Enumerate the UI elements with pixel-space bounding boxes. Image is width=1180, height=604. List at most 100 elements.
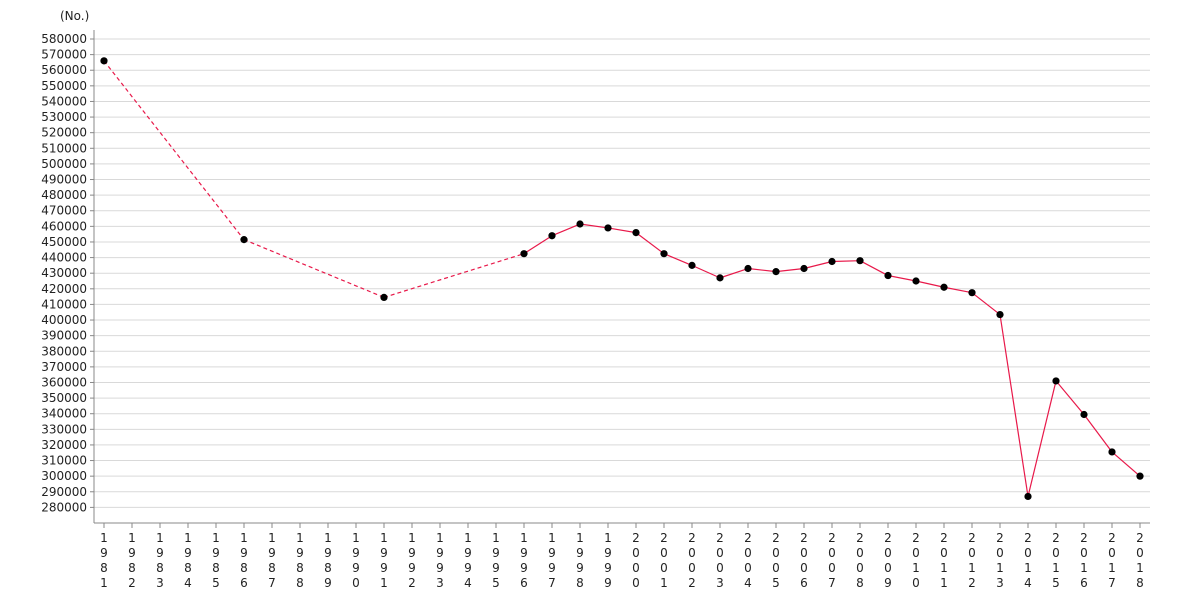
series-segment: [691, 264, 721, 279]
series-segment-dashed: [383, 253, 525, 298]
data-point: [1108, 448, 1116, 456]
series-segment: [1083, 414, 1113, 453]
y-tick-label: 490000: [41, 173, 87, 187]
series-segment: [719, 267, 749, 279]
series-segment: [971, 292, 1001, 316]
y-tick-label: 480000: [41, 188, 87, 202]
data-point: [912, 277, 920, 285]
y-tick-label: 520000: [41, 126, 87, 140]
y-tick-label: 410000: [41, 297, 87, 311]
series-segment: [523, 235, 553, 255]
series-segment: [775, 267, 805, 273]
series-segment: [915, 280, 945, 288]
series-segment: [1027, 380, 1057, 497]
data-point: [716, 274, 724, 282]
y-tick-label: 470000: [41, 204, 87, 218]
series-segment: [859, 260, 889, 277]
y-tick-label: 300000: [41, 469, 87, 483]
data-point: [380, 293, 388, 301]
y-tick-label: 580000: [41, 32, 87, 46]
data-point: [1136, 472, 1144, 480]
y-tick-label: 440000: [41, 251, 87, 265]
data-point: [604, 224, 612, 232]
gridlines: [94, 38, 1150, 508]
y-tick-label: 280000: [41, 500, 87, 514]
series-segment: [999, 314, 1029, 497]
y-tick-label: 540000: [41, 94, 87, 108]
series-segment: [1055, 380, 1085, 415]
data-point: [548, 232, 556, 240]
series-segment: [943, 286, 973, 294]
y-tick-label: 560000: [41, 63, 87, 77]
y-tick-label: 350000: [41, 391, 87, 405]
y-tick-label: 400000: [41, 313, 87, 327]
data-point: [744, 264, 752, 273]
series-segment: [635, 232, 665, 255]
y-tick-label: 310000: [41, 454, 87, 468]
y-tick-label: 430000: [41, 266, 87, 280]
y-tick-label: 320000: [41, 438, 87, 452]
y-tick-label: 500000: [41, 157, 87, 171]
y-tick-label: 390000: [41, 329, 87, 343]
y-tick-label: 360000: [41, 375, 87, 389]
data-point: [576, 220, 584, 228]
data-point: [800, 264, 808, 273]
data-point: [1080, 410, 1088, 419]
series-segment: [887, 274, 917, 282]
axes: [90, 30, 1150, 528]
series-segment: [663, 253, 693, 266]
data-point: [1052, 377, 1060, 385]
y-tick-label: 340000: [41, 407, 87, 421]
data-point: [660, 250, 668, 258]
y-tick-label: 570000: [41, 48, 87, 62]
data-point: [772, 268, 780, 276]
y-tick-label: 330000: [41, 422, 87, 436]
y-tick-label: 290000: [41, 485, 87, 499]
series-segment: [551, 223, 581, 237]
x-tick-labels: 1 9 8 1 1 9 8 2 1 9 8 3 1 9 8 4 1 9 8 5 1 9 8 6 1 9 8 7 1 9 8 8 1 9 8 9 1 9 9 0…: [100, 531, 1144, 590]
series-segment: [747, 267, 777, 273]
series-segment-dashed: [243, 239, 385, 298]
y-tick-label: 450000: [41, 235, 87, 249]
series-segment: [831, 260, 861, 263]
y-tick-label: 370000: [41, 360, 87, 374]
data-point: [520, 250, 528, 258]
data-point: [100, 57, 108, 65]
series-segment: [579, 223, 609, 229]
series-segment: [803, 260, 833, 270]
data-point: [632, 229, 640, 237]
y-tick-label: 460000: [41, 219, 87, 233]
